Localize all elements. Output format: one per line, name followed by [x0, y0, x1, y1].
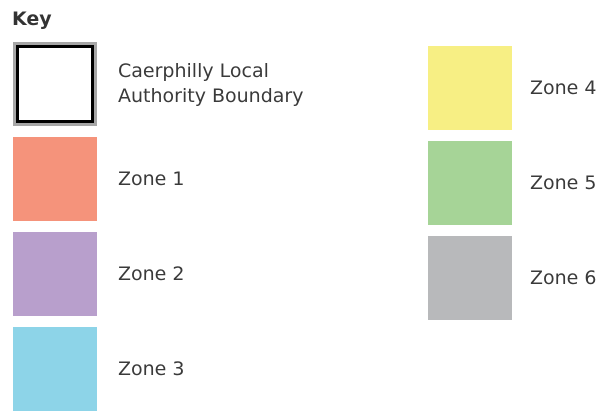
- legend-label: Zone 6: [530, 266, 597, 289]
- legend-label: Caerphilly Local Authority Boundary: [118, 60, 304, 107]
- legend-label: Zone 2: [118, 262, 185, 285]
- legend-swatch: [428, 236, 512, 320]
- legend-label: Zone 3: [118, 357, 185, 380]
- key-title: Key: [12, 8, 52, 30]
- legend-label: Zone 1: [118, 167, 185, 190]
- legend-label: Zone 5: [530, 171, 597, 194]
- legend-swatch: [428, 141, 512, 225]
- legend-label: Zone 4: [530, 76, 597, 99]
- legend-swatch: [16, 45, 94, 123]
- legend-swatch: [428, 46, 512, 130]
- legend-swatch: [13, 232, 97, 316]
- legend-swatch: [13, 327, 97, 411]
- legend-swatch: [13, 137, 97, 221]
